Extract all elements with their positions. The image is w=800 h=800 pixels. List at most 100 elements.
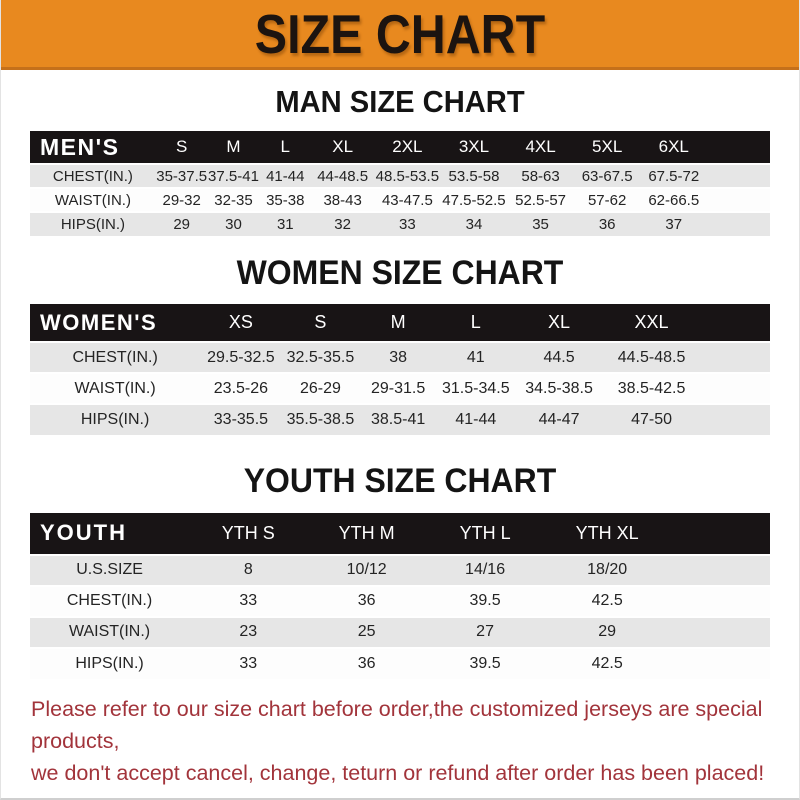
men-corner-label: MEN'S (30, 131, 156, 165)
table-row: WAIST(IN.) 23.5-26 26-29 29-31.5 31.5-34… (30, 372, 770, 405)
table-row: U.S.SIZE 8 10/12 14/16 18/20 (30, 553, 770, 586)
table-row: CHEST(IN.) 35-37.5 37.5-41 41-44 44-48.5… (30, 163, 770, 189)
cell: 29 (155, 211, 208, 237)
spacer-cell (670, 646, 770, 679)
spacer-cell (670, 584, 770, 617)
cell: 33-35.5 (200, 403, 282, 436)
cell: 37.5-41 (207, 163, 260, 189)
column-header: 6XL (640, 131, 708, 165)
cell: 33 (374, 211, 441, 237)
column-header: L (259, 131, 312, 165)
column-header: M (359, 304, 437, 343)
spacer-cell (707, 131, 770, 165)
row-label: WAIST(IN.) (30, 372, 201, 405)
cell: 30 (207, 211, 260, 237)
men-section-title: MAN SIZE CHART (275, 84, 525, 119)
cell: 62-66.5 (640, 187, 708, 213)
cell: 29.5-32.5 (200, 341, 282, 374)
note-line-2: we don't accept cancel, change, teturn o… (31, 761, 765, 786)
column-header: XXL (603, 304, 700, 343)
row-label: HIPS(IN.) (30, 646, 190, 679)
cell: 32 (311, 211, 375, 237)
cell: 47-50 (603, 403, 700, 436)
cell: 39.5 (425, 646, 545, 679)
column-header: YTH XL (544, 512, 671, 555)
cell: 38.5-41 (359, 403, 437, 436)
men-header-row: MEN'S S M L XL 2XL 3XL 4XL 5XL 6XL (30, 131, 770, 165)
cell: 53.5-58 (440, 163, 508, 189)
cell: 42.5 (544, 646, 671, 679)
order-policy-note: Please refer to our size chart before or… (31, 693, 799, 790)
row-label: U.S.SIZE (30, 553, 190, 586)
cell: 31 (259, 211, 312, 237)
cell: 38 (359, 341, 437, 374)
cell: 63-67.5 (573, 163, 641, 189)
cell: 52.5-57 (507, 187, 574, 213)
cell: 44.5 (514, 341, 604, 374)
women-size-table: WOMEN'S XS S M L XL XXL CHEST(IN.) 29.5-… (30, 304, 770, 436)
column-header: S (281, 304, 360, 343)
column-header: XL (514, 304, 604, 343)
cell: 39.5 (425, 584, 545, 617)
cell: 33 (189, 646, 308, 679)
column-header: 3XL (440, 131, 508, 165)
column-header: M (207, 131, 260, 165)
column-header: 5XL (573, 131, 641, 165)
cell: 35-37.5 (155, 163, 208, 189)
table-row: HIPS(IN.) 33 36 39.5 42.5 (30, 646, 770, 679)
row-label: WAIST(IN.) (30, 187, 156, 213)
cell: 18/20 (544, 553, 671, 586)
cell: 38.5-42.5 (603, 372, 700, 405)
spacer-cell (707, 211, 770, 237)
table-row: CHEST(IN.) 29.5-32.5 32.5-35.5 38 41 44.… (30, 341, 770, 374)
cell: 57-62 (573, 187, 641, 213)
cell: 41 (436, 341, 515, 374)
men-size-table: MEN'S S M L XL 2XL 3XL 4XL 5XL 6XL CHEST… (30, 131, 770, 237)
cell: 32-35 (207, 187, 260, 213)
column-header: XL (311, 131, 375, 165)
cell: 35-38 (259, 187, 312, 213)
spacer-cell (707, 163, 770, 189)
spacer-cell (699, 304, 770, 343)
spacer-cell (670, 553, 770, 586)
spacer-cell (699, 341, 770, 374)
column-header: YTH M (307, 512, 426, 555)
spacer-cell (699, 403, 770, 436)
cell: 23 (189, 615, 308, 648)
table-row: WAIST(IN.) 29-32 32-35 35-38 38-43 43-47… (30, 187, 770, 213)
cell: 29-31.5 (359, 372, 437, 405)
spacer-cell (707, 187, 770, 213)
cell: 42.5 (544, 584, 671, 617)
cell: 47.5-52.5 (440, 187, 508, 213)
women-section-title: WOMEN SIZE CHART (236, 254, 564, 293)
column-header: 2XL (374, 131, 441, 165)
spacer-cell (670, 615, 770, 648)
youth-size-table: YOUTH YTH S YTH M YTH L YTH XL U.S.SIZE … (30, 512, 770, 679)
cell: 25 (307, 615, 426, 648)
cell: 43-47.5 (374, 187, 441, 213)
youth-header-row: YOUTH YTH S YTH M YTH L YTH XL (30, 512, 770, 555)
spacer-cell (699, 372, 770, 405)
row-label: CHEST(IN.) (30, 341, 201, 374)
cell: 29-32 (155, 187, 208, 213)
cell: 38-43 (311, 187, 375, 213)
row-label: WAIST(IN.) (30, 615, 190, 648)
banner: SIZE CHART (1, 0, 799, 70)
cell: 34.5-38.5 (514, 372, 604, 405)
cell: 31.5-34.5 (436, 372, 515, 405)
cell: 36 (307, 646, 426, 679)
youth-corner-label: YOUTH (30, 512, 190, 555)
column-header: YTH L (425, 512, 545, 555)
table-row: WAIST(IN.) 23 25 27 29 (30, 615, 770, 648)
cell: 44-48.5 (311, 163, 375, 189)
cell: 35 (507, 211, 574, 237)
cell: 8 (189, 553, 308, 586)
cell: 14/16 (425, 553, 545, 586)
note-line-1: Please refer to our size chart before or… (31, 696, 763, 754)
cell: 37 (640, 211, 708, 237)
cell: 41-44 (259, 163, 312, 189)
row-label: CHEST(IN.) (30, 584, 190, 617)
column-header: XS (200, 304, 282, 343)
cell: 44-47 (514, 403, 604, 436)
cell: 58-63 (507, 163, 574, 189)
